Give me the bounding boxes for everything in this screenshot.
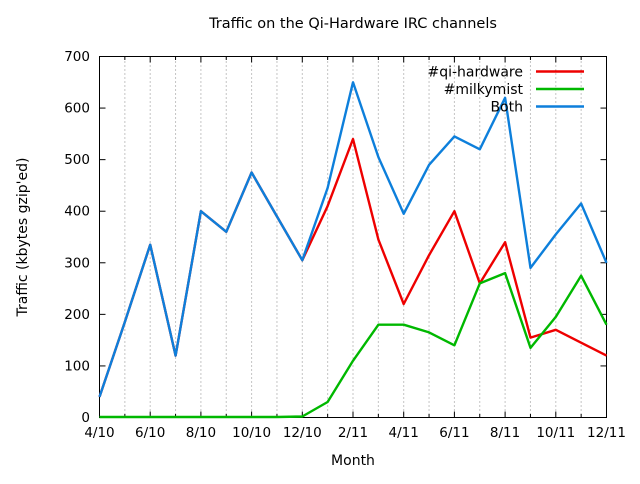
chart-title: Traffic on the Qi-Hardware IRC channels bbox=[208, 16, 497, 32]
y-axis-title: Traffic (kbytes gzip'ed) bbox=[15, 158, 31, 318]
y-tick-label: 500 bbox=[64, 152, 90, 168]
plot-border-group bbox=[99, 56, 607, 418]
x-tick-label: 8/11 bbox=[490, 425, 520, 441]
y-tick-label: 0 bbox=[81, 410, 90, 426]
legend-group: #qi-hardware#milkymist Both bbox=[428, 65, 584, 116]
tick-labels-group: 4/10 6/10 8/10 10/10 12/10 2/11 4/11 6/11 8/11 10… bbox=[64, 49, 626, 441]
plot-border bbox=[99, 56, 607, 418]
x-tick-label: 10/10 bbox=[232, 425, 271, 441]
legend-label: #qi-hardware bbox=[428, 65, 524, 81]
x-tick-label: 4/10 bbox=[84, 425, 114, 441]
x-tick-label: 12/10 bbox=[283, 425, 322, 441]
x-tick-label: 8/10 bbox=[186, 425, 216, 441]
x-tick-label: 12/11 bbox=[587, 425, 626, 441]
x-tick-label: 2/11 bbox=[338, 425, 368, 441]
x-tick-label: 10/11 bbox=[536, 425, 575, 441]
series-line-Both bbox=[98, 81, 608, 398]
y-tick-label: 600 bbox=[64, 101, 90, 117]
y-tick-label: 300 bbox=[64, 255, 90, 271]
y-tick-label: 400 bbox=[64, 204, 90, 220]
y-tick-label: 100 bbox=[64, 358, 90, 374]
y-tick-label: 200 bbox=[64, 307, 90, 323]
x-tick-label: 4/11 bbox=[389, 425, 419, 441]
x-axis-title: Month bbox=[331, 453, 375, 469]
series-group bbox=[98, 81, 608, 419]
series-line-milkymist bbox=[99, 271, 608, 419]
legend-label: #milkymist bbox=[444, 82, 524, 98]
y-tick-label: 700 bbox=[64, 49, 90, 65]
x-tick-label: 6/11 bbox=[439, 425, 469, 441]
x-tick-label: 6/10 bbox=[135, 425, 165, 441]
legend-label: Both bbox=[490, 100, 523, 116]
ticks-group bbox=[99, 56, 607, 418]
